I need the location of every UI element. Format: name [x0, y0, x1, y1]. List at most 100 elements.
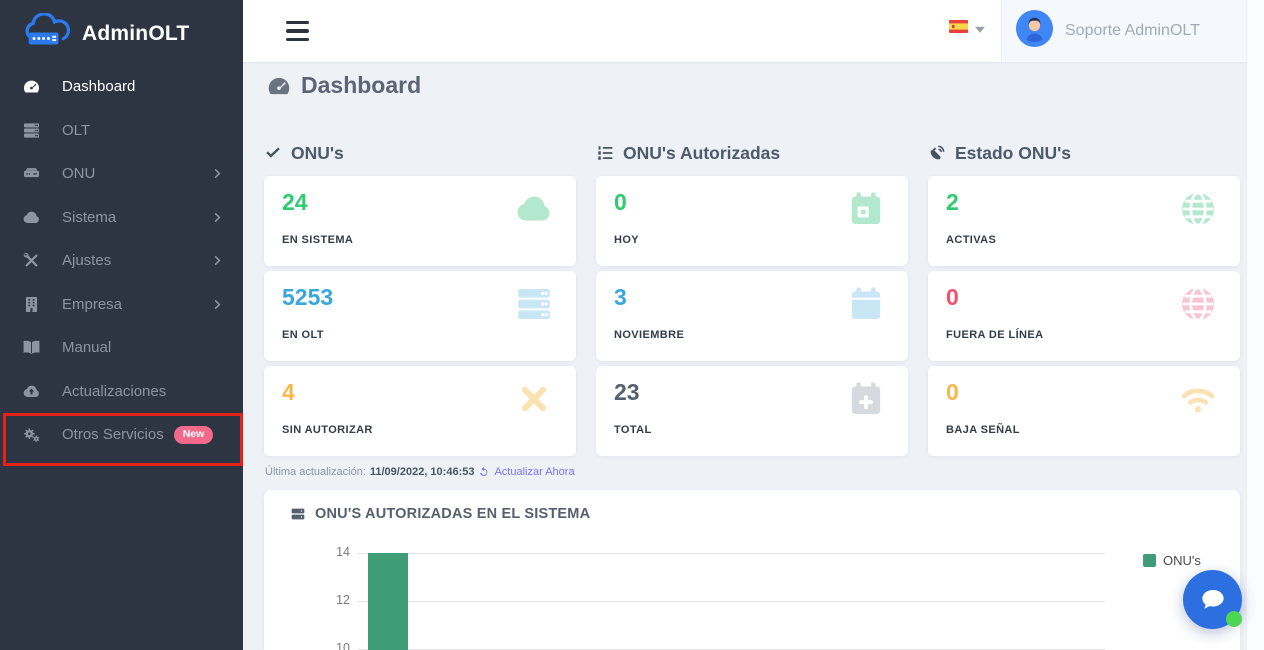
caret-down-icon — [975, 20, 985, 38]
chevron-right-icon — [212, 168, 223, 179]
avatar — [1016, 10, 1053, 52]
server-icon — [514, 284, 554, 329]
gauge-icon — [268, 77, 290, 94]
sidebar-item-label: Otros Servicios — [62, 426, 164, 444]
menu-toggle-button[interactable] — [286, 21, 309, 41]
stats-grid: ONU's 24 EN SISTEMA 5253 EN OLT 4 SIN AU… — [264, 140, 1240, 461]
stat-card-en-sistema: 24 EN SISTEMA — [264, 176, 576, 266]
chart-plot: 14 12 10 — [336, 545, 1105, 650]
language-selector[interactable] — [949, 20, 985, 38]
stat-value: 24 — [282, 189, 308, 215]
stat-value: 23 — [614, 379, 640, 405]
chart-card: ONU'S AUTORIZADAS EN EL SISTEMA 14 12 10 O… — [264, 490, 1240, 650]
page-title: Dashboard — [301, 72, 422, 98]
sidebar-item-label: Manual — [62, 339, 112, 357]
stat-card-baja-senal: 0 BAJA SEÑAL — [928, 366, 1240, 456]
sidebar-item-label: Actualizaciones — [62, 382, 167, 400]
sidebar-item-label: Sistema — [62, 208, 117, 226]
brand-logo[interactable]: AdminOLT — [0, 0, 243, 66]
stat-card-noviembre: 3 NOVIEMBRE — [596, 271, 908, 361]
gears-icon — [22, 425, 48, 444]
sidebar-item-otros-servicios[interactable]: Otros Servicios New — [0, 413, 243, 457]
brand-cloud-router-icon — [22, 12, 72, 54]
sidebar-item-sistema[interactable]: Sistema — [0, 196, 243, 240]
chevron-right-icon — [212, 299, 223, 310]
last-update-prefix: Última actualización: — [265, 466, 366, 478]
sidebar-item-manual[interactable]: Manual — [0, 326, 243, 370]
stat-label: EN SISTEMA — [282, 234, 354, 247]
list-ol-icon — [598, 146, 613, 160]
server-icon — [291, 508, 305, 520]
navbar-divider — [1001, 0, 1002, 62]
stat-card-sin-autorizar: 4 SIN AUTORIZAR — [264, 366, 576, 456]
chart-title: ONU'S AUTORIZADAS EN EL SISTEMA — [290, 506, 590, 522]
stat-value: 3 — [614, 284, 627, 310]
legend-label: ONU's — [1163, 553, 1201, 568]
x-mark-icon — [514, 379, 554, 424]
user-menu[interactable]: Soporte AdminOLT — [1003, 0, 1247, 62]
stat-label: EN OLT — [282, 329, 324, 342]
stat-card-hoy: 0 HOY — [596, 176, 908, 266]
gauge-icon — [22, 77, 48, 96]
sidebar-item-actualizaciones[interactable]: Actualizaciones — [0, 370, 243, 414]
online-status-dot — [1226, 611, 1242, 627]
sidebar-item-empresa[interactable]: Empresa — [0, 283, 243, 327]
top-navbar: Soporte AdminOLT — [243, 0, 1247, 62]
sidebar-item-onu[interactable]: ONU — [0, 152, 243, 196]
wifi-icon — [1178, 379, 1218, 424]
stat-card-fuera-de-linea: 0 FUERA DE LÍNEA — [928, 271, 1240, 361]
stat-value: 0 — [946, 379, 959, 405]
stat-value: 5253 — [282, 284, 334, 310]
stats-column-estado: Estado ONU's 2 ACTIVAS 0 FUERA DE LÍNEA … — [928, 140, 1240, 461]
stat-label: ACTIVAS — [946, 234, 997, 247]
stat-label: SIN AUTORIZAR — [282, 424, 373, 437]
column-header: Estado ONU's — [928, 140, 1240, 166]
stat-label: NOVIEMBRE — [614, 329, 685, 342]
sidebar-nav: Dashboard OLT ONU Sistema — [0, 65, 243, 457]
cloud-icon — [22, 208, 48, 227]
legend-swatch — [1143, 554, 1156, 567]
sidebar-item-label: ONU — [62, 165, 96, 183]
stat-value: 4 — [282, 379, 295, 405]
globe-icon — [1178, 189, 1218, 234]
building-icon — [22, 295, 48, 314]
spain-flag-icon — [949, 20, 968, 38]
stats-column-onus: ONU's 24 EN SISTEMA 5253 EN OLT 4 SIN AU… — [264, 140, 576, 461]
column-header: ONU's — [264, 140, 576, 166]
brand-name: AdminOLT — [82, 21, 190, 45]
chart-legend: ONU's — [1143, 553, 1201, 568]
sidebar-item-ajustes[interactable]: Ajustes — [0, 239, 243, 283]
stat-value: 0 — [946, 284, 959, 310]
check-icon — [266, 147, 280, 158]
calendar-check-icon — [846, 189, 886, 234]
sidebar-item-label: OLT — [62, 121, 91, 139]
last-update-row: Última actualización: 11/09/2022, 10:46:… — [265, 466, 575, 478]
chevron-right-icon — [212, 255, 223, 266]
sidebar-item-label: Empresa — [62, 295, 123, 313]
cloud-icon — [514, 189, 554, 234]
speech-bubble-icon — [1201, 589, 1224, 609]
sidebar-item-dashboard[interactable]: Dashboard — [0, 65, 243, 109]
stats-column-autorizadas: ONU's Autorizadas 0 HOY 3 NOVIEMBRE 23 T… — [596, 140, 908, 461]
user-name: Soporte AdminOLT — [1065, 22, 1200, 39]
globe-icon — [1178, 284, 1218, 329]
sidebar-item-olt[interactable]: OLT — [0, 109, 243, 153]
chart-bar — [368, 553, 408, 650]
cloud-upload-icon — [22, 382, 48, 401]
scrollbar[interactable] — [1246, 0, 1264, 650]
stat-value: 2 — [946, 189, 959, 215]
sidebar-item-label: Ajustes — [62, 252, 112, 270]
column-header: ONU's Autorizadas — [596, 140, 908, 166]
new-badge: New — [173, 425, 214, 444]
stat-label: TOTAL — [614, 424, 652, 437]
calendar-icon — [846, 284, 886, 329]
stat-value: 0 — [614, 189, 627, 215]
onu-device-icon — [22, 164, 48, 183]
satellite-dish-icon — [930, 145, 945, 160]
last-update-timestamp: 11/09/2022, 10:46:53 — [369, 466, 475, 478]
refresh-now-link[interactable]: Actualizar Ahora — [494, 466, 575, 478]
chat-button[interactable] — [1183, 570, 1242, 629]
sidebar-item-label: Dashboard — [62, 78, 136, 96]
tools-icon — [22, 251, 48, 270]
